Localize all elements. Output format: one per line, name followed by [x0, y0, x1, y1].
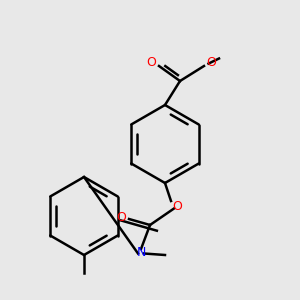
Text: O: O — [147, 56, 156, 70]
Text: O: O — [117, 211, 126, 224]
Text: N: N — [136, 245, 146, 259]
Text: O: O — [207, 56, 216, 70]
Text: O: O — [172, 200, 182, 214]
